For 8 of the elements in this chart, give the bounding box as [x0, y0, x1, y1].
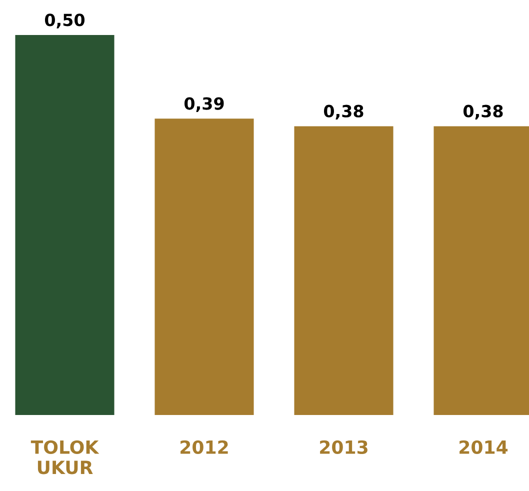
data-label: 0,50 — [44, 14, 85, 28]
data-label: 0,38 — [324, 104, 364, 120]
data-label: 0,38 — [463, 104, 503, 120]
x-tick-label: TOLOK UKUR — [30, 440, 100, 474]
x-tick-label: 2014 — [460, 440, 508, 454]
x-tick-label: 2013 — [320, 440, 368, 454]
data-label: 0,39 — [184, 97, 224, 112]
x-tick-label: 2012 — [180, 440, 228, 454]
